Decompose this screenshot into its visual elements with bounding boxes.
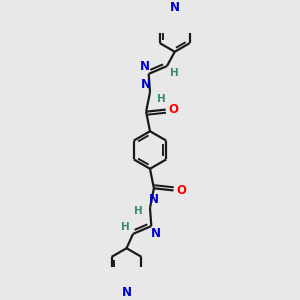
Text: O: O xyxy=(177,184,187,197)
Text: N: N xyxy=(151,226,160,240)
Text: N: N xyxy=(149,193,159,206)
Text: N: N xyxy=(122,286,131,299)
Text: H: H xyxy=(134,206,143,216)
Text: N: N xyxy=(170,1,180,14)
Text: H: H xyxy=(169,68,178,78)
Text: N: N xyxy=(140,60,150,74)
Text: O: O xyxy=(169,103,179,116)
Text: H: H xyxy=(121,222,130,232)
Text: N: N xyxy=(141,78,151,91)
Text: H: H xyxy=(157,94,166,104)
